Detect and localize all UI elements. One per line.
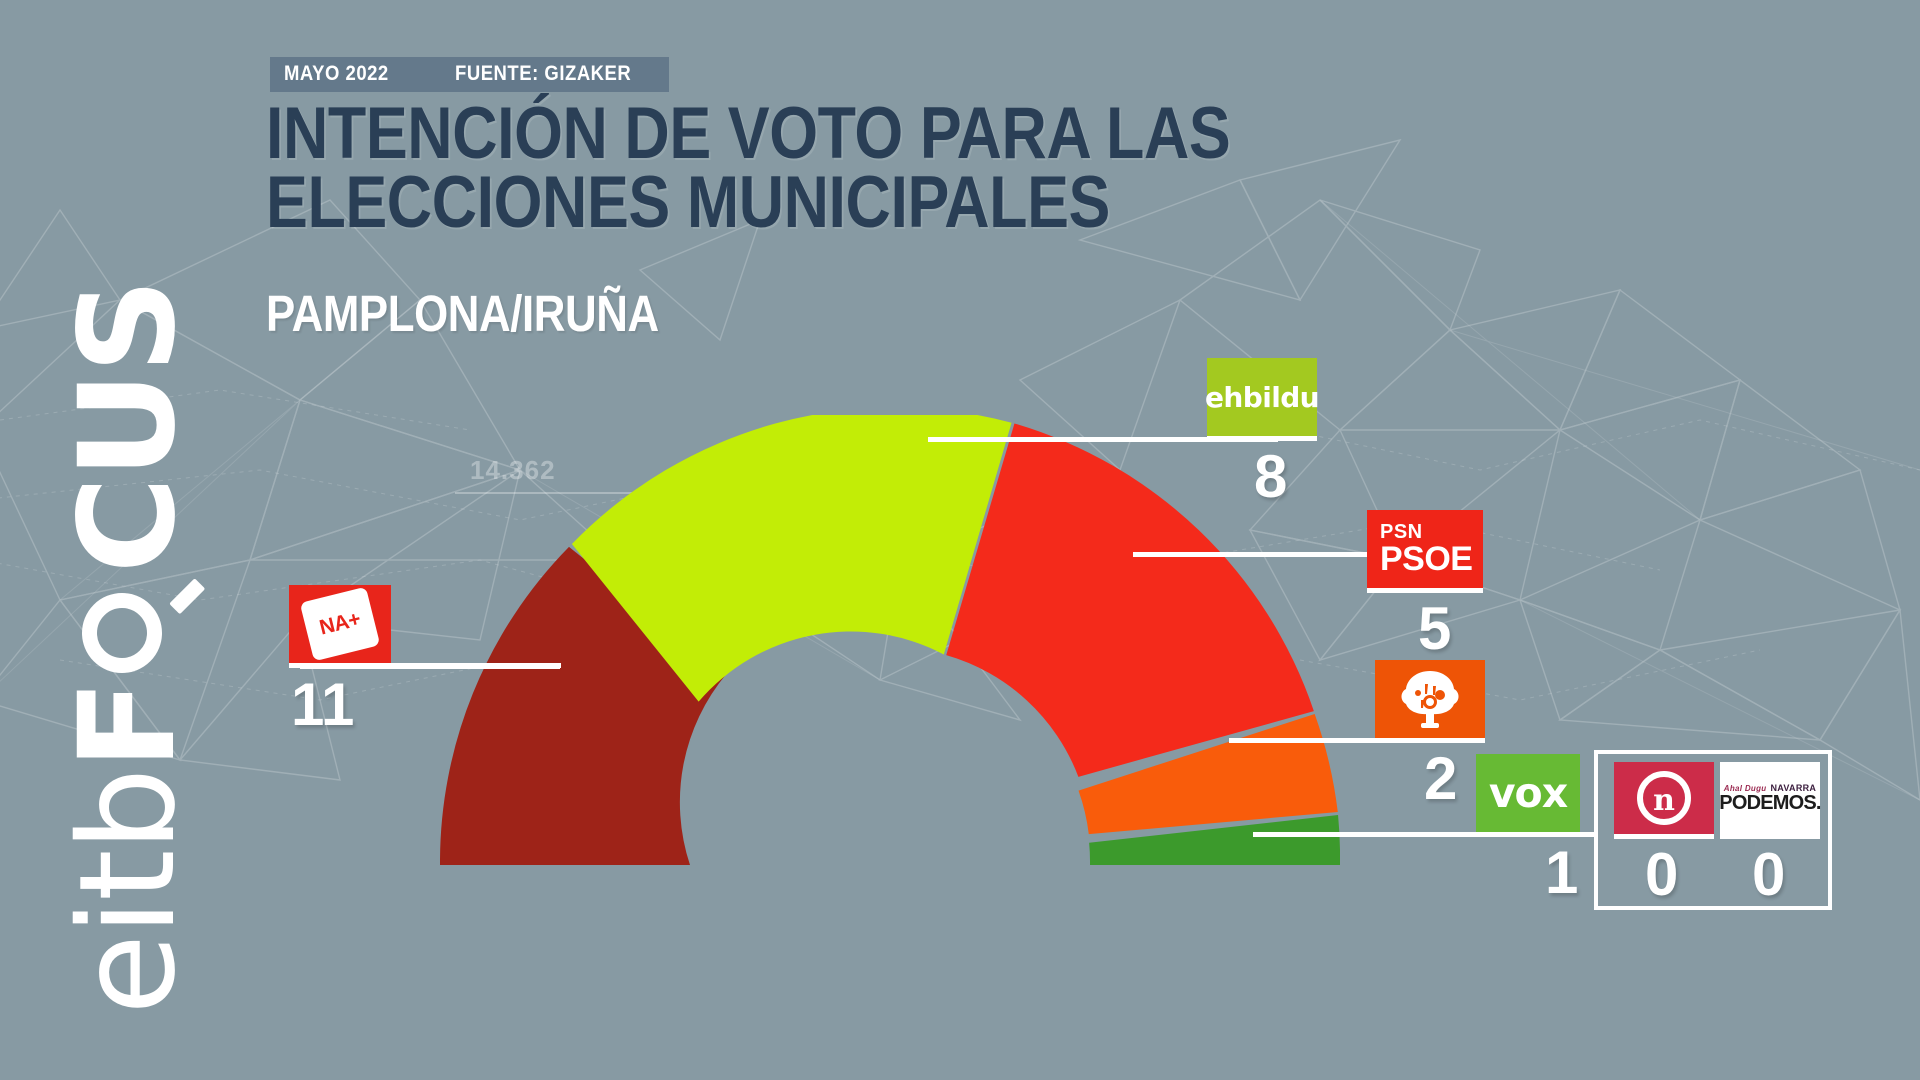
leader-line-vox [1253,832,1563,837]
underline-geroa-bai [1375,738,1485,743]
psn-label: PSN [1380,520,1423,543]
podemos-navarra-text: NAVARRA [1770,783,1817,793]
arc-psn-psoe [946,423,1314,777]
podemos-logo-text: PODEMOS. [1719,792,1821,814]
background-faint-number: 14.362 [470,455,556,485]
page-title: INTENCIÓN DE VOTO PARA LAS ELECCIONES MU… [266,93,1231,243]
seats-vox: 1 [1545,839,1579,906]
izquierda-ezkerra-logo-icon: n [1637,771,1691,825]
seats-hemicycle-chart [440,415,1340,865]
seats-na-plus: 11 [291,671,355,738]
header-date: MAYO 2022 [284,62,389,85]
arc-geroa-bai [1078,714,1338,835]
leader-line-psn-psoe [1133,552,1463,557]
vox-logo-text: vox [1488,769,1568,817]
background-faint-line [455,492,655,494]
page-subtitle: PAMPLONA/IRUÑA [266,285,659,342]
underline-eh-bildu [1207,436,1317,441]
header-meta-badge: MAYO 2022 FUENTE: GIZAKER [270,57,670,92]
seats-podemos-navarra: 0 [1752,841,1786,908]
seats-psn-psoe: 5 [1418,595,1452,662]
party-chip-psn-psoe[interactable]: PSN PSOE [1367,510,1483,588]
zero-seats-group-box [1594,750,1832,910]
underline-vox [1476,832,1580,837]
party-chip-na-plus[interactable]: NA+ [289,585,391,663]
arc-eh-bildu [571,415,1012,702]
tree-icon [1401,671,1459,728]
podemos-ahaldugu-text: Ahal Dugu [1723,784,1767,793]
party-chip-geroa-bai[interactable] [1375,660,1485,738]
psoe-label: PSOE [1380,539,1473,578]
arc-vox [1089,815,1340,865]
podemos-logo-toprow: Ahal Dugu NAVARRA [1724,783,1816,793]
underline-psn-psoe [1367,588,1483,593]
underline-na-plus [289,663,561,668]
header-source: FUENTE: GIZAKER [455,62,632,85]
party-chip-eh-bildu[interactable]: ehbildu [1205,358,1320,436]
party-chip-vox[interactable]: vox [1476,754,1580,832]
seats-eh-bildu: 8 [1254,443,1288,510]
party-chip-izquierda-ezkerra[interactable]: n [1614,762,1714,834]
underline-izquierda-ezkerra [1614,834,1714,839]
seats-izquierda-ezkerra: 0 [1645,841,1679,908]
leader-line-geroa-bai [1229,738,1469,743]
svg-text:n: n [1653,783,1675,818]
seats-geroa-bai: 2 [1424,745,1458,812]
na-plus-logo-icon: NA+ [299,586,381,662]
leader-line-eh-bildu [928,437,1278,442]
eh-bildu-logo-text: ehbildu [1205,380,1320,414]
party-chip-podemos-navarra[interactable]: Ahal Dugu NAVARRA PODEMOS. [1719,762,1822,834]
underline-podemos-navarra [1720,834,1820,839]
na-plus-logo-text: NA+ [317,607,363,640]
